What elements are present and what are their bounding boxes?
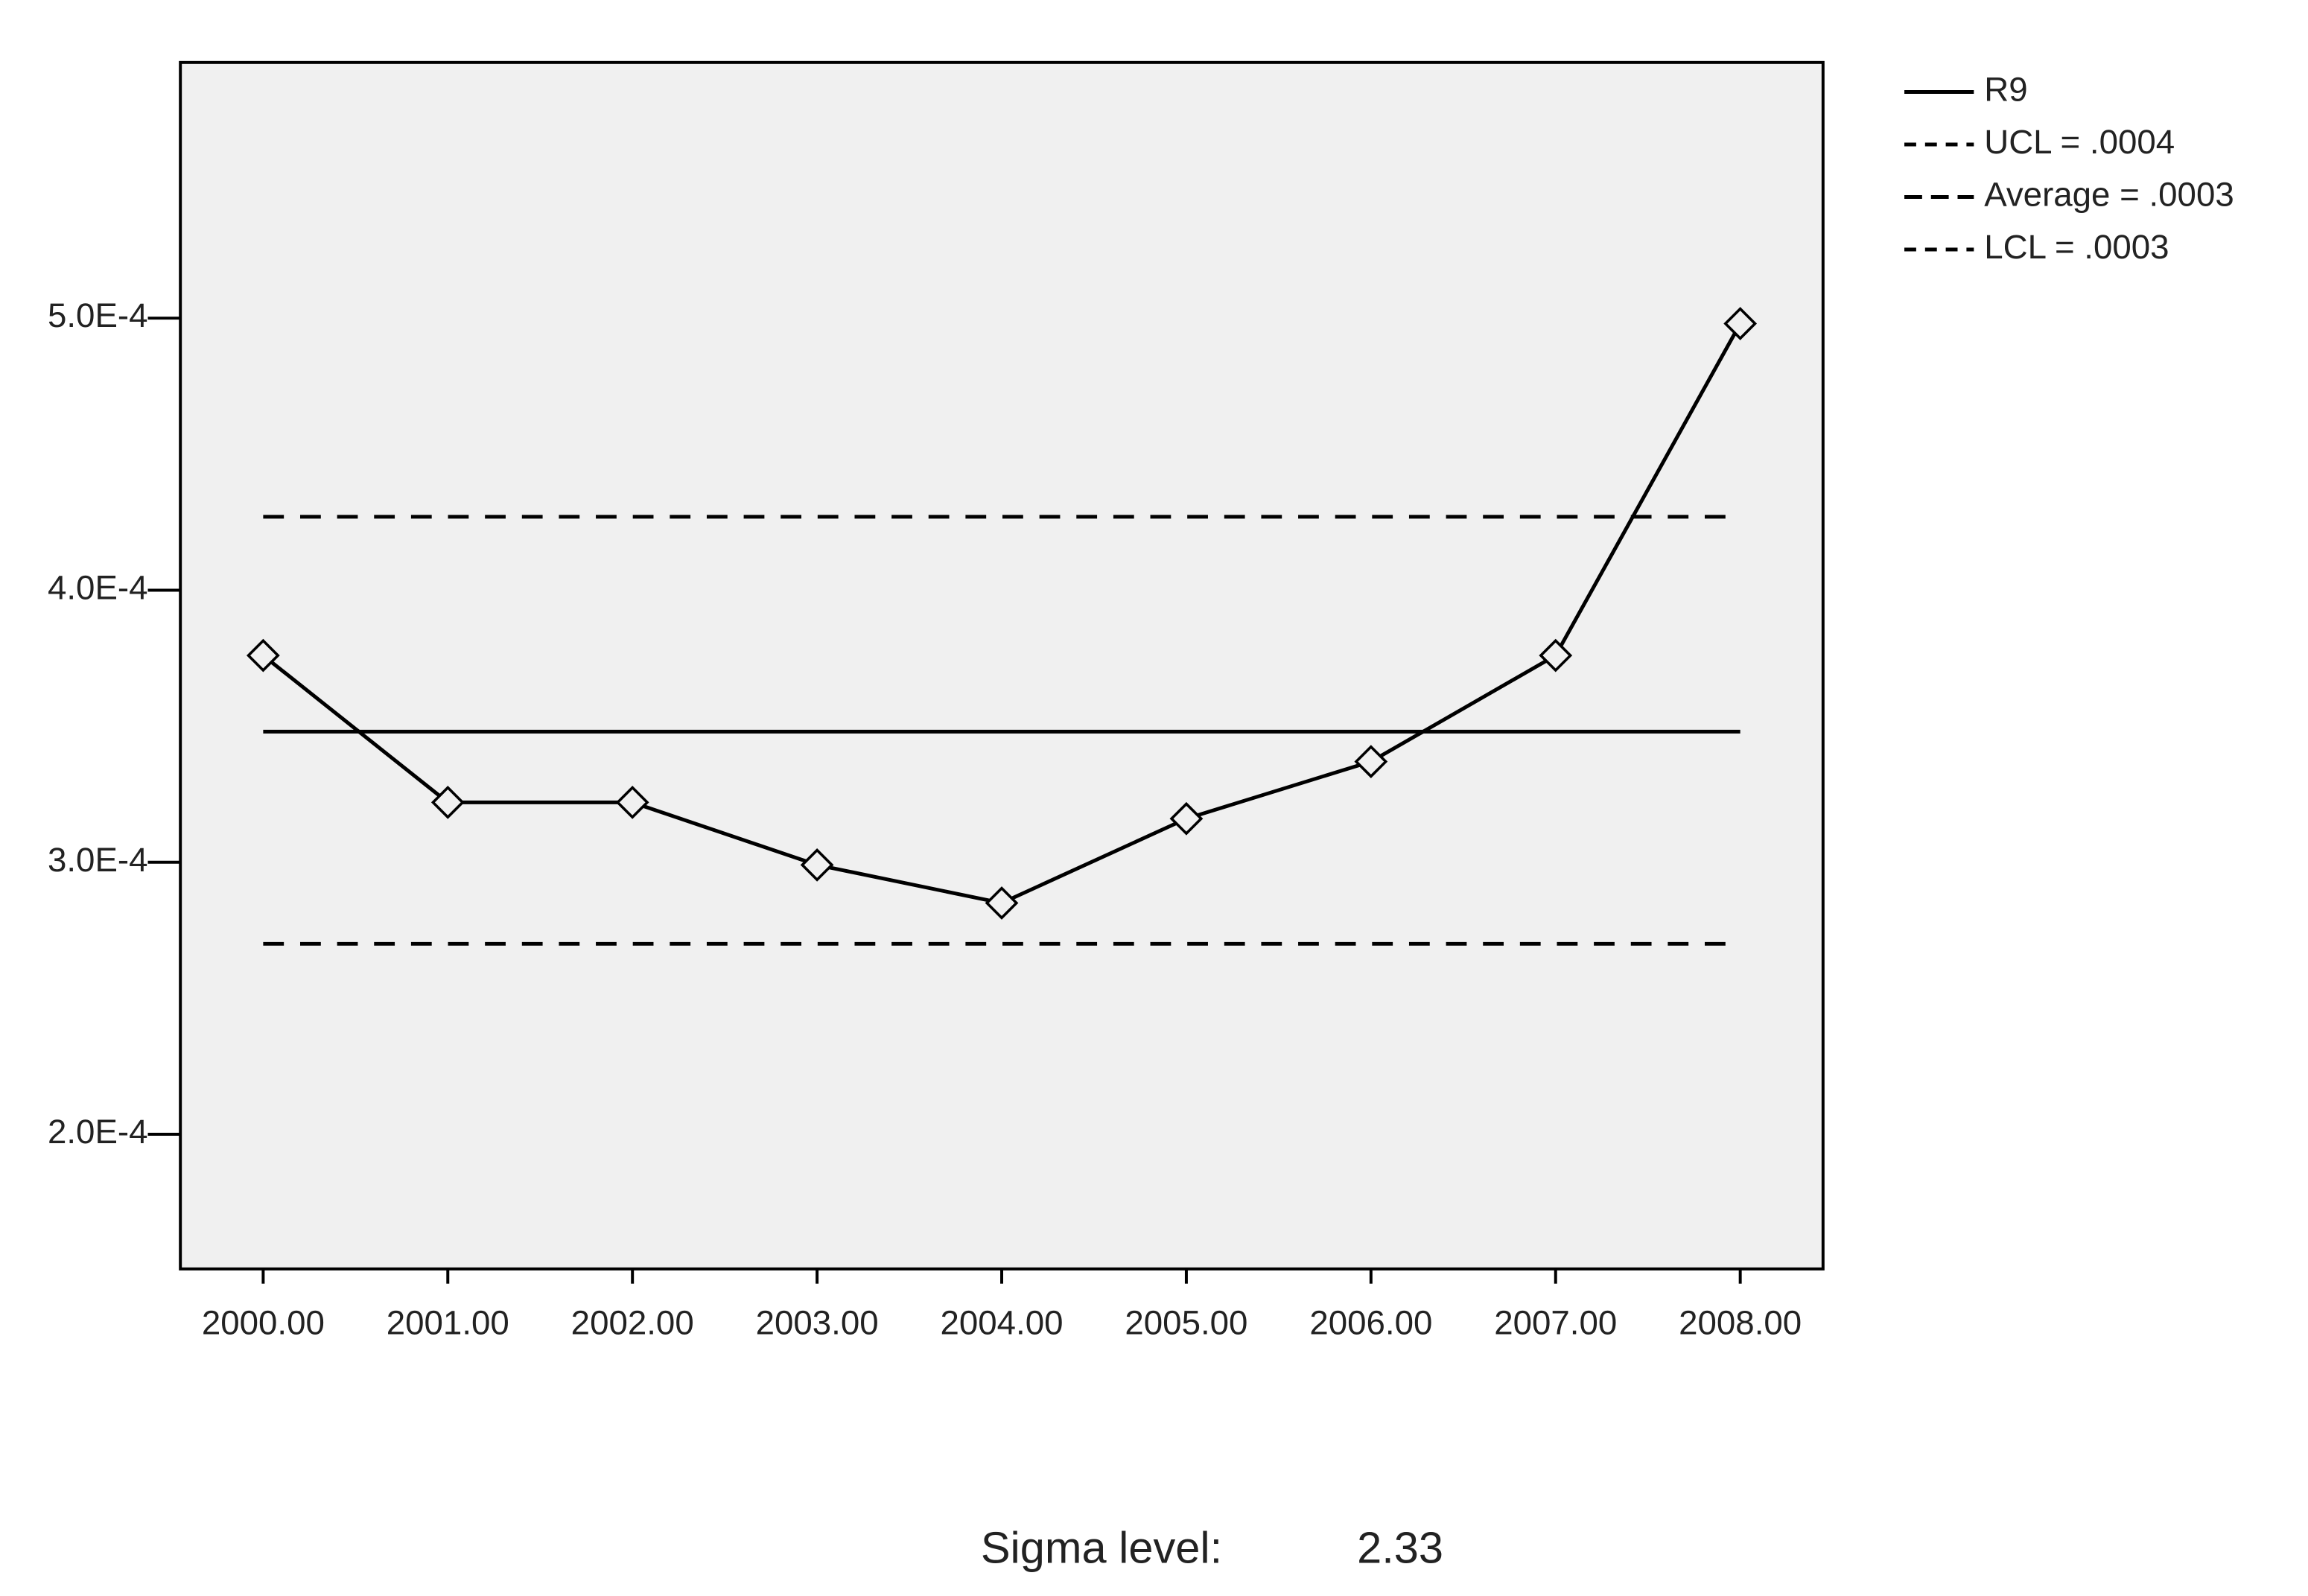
x-tick-label: 2006.00 (1309, 1303, 1432, 1341)
y-tick-label: 3.0E-4 (48, 841, 148, 879)
legend-label: LCL = .0003 (1984, 228, 2169, 266)
y-tick-label: 2.0E-4 (48, 1113, 148, 1151)
x-tick-label: 2007.00 (1494, 1303, 1617, 1341)
x-tick-label: 2000.00 (202, 1303, 325, 1341)
marker (615, 785, 649, 819)
marker (246, 638, 280, 673)
x-tick-label: 2003.00 (756, 1303, 879, 1341)
x-tick-label: 2005.00 (1125, 1303, 1247, 1341)
sigma-value: 2.33 (1357, 1523, 1443, 1573)
legend-label: R9 (1984, 71, 2027, 109)
y-tick-label: 4.0E-4 (48, 569, 148, 607)
marker (1169, 801, 1204, 836)
sigma-label: Sigma level: (981, 1523, 1222, 1573)
marker (1354, 745, 1388, 778)
plot-area (179, 60, 1825, 1271)
marker (430, 785, 465, 819)
marker (800, 848, 834, 882)
marker (985, 886, 1019, 920)
x-tick-label: 2008.00 (1679, 1303, 1802, 1341)
x-tick-label: 2004.00 (940, 1303, 1063, 1341)
legend-label: UCL = .0004 (1984, 123, 2175, 161)
marker (1723, 307, 1758, 340)
x-tick-label: 2002.00 (571, 1303, 694, 1341)
x-tick-label: 2001.00 (387, 1303, 509, 1341)
y-tick-label: 5.0E-4 (48, 296, 148, 334)
marker (1539, 638, 1573, 673)
legend-label: Average = .0003 (1984, 176, 2234, 214)
